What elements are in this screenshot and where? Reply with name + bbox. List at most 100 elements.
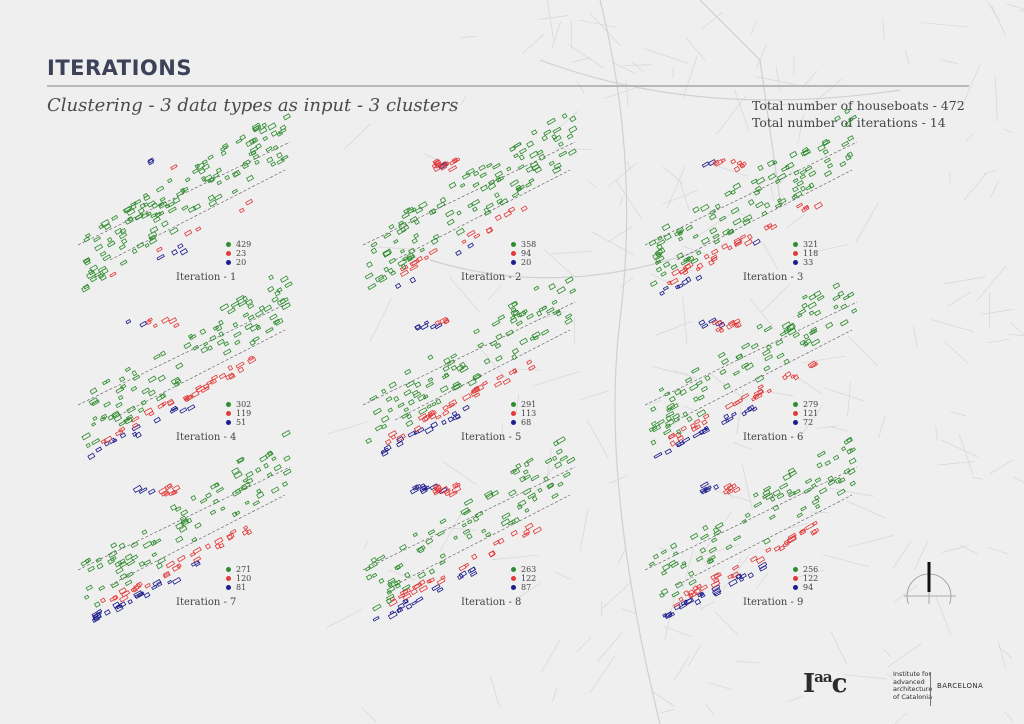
houseboat-marker bbox=[93, 601, 101, 608]
map-street bbox=[994, 75, 998, 122]
map-street bbox=[944, 276, 986, 285]
map-street bbox=[1013, 476, 1024, 483]
houseboat-marker bbox=[657, 418, 665, 426]
houseboat-marker bbox=[849, 480, 856, 487]
houseboat-marker bbox=[130, 541, 139, 549]
houseboat-marker bbox=[531, 164, 541, 172]
houseboat-marker bbox=[682, 411, 689, 418]
houseboat-marker bbox=[668, 395, 676, 403]
houseboat-marker bbox=[218, 319, 224, 326]
blue-cluster-dot-icon bbox=[226, 585, 231, 590]
houseboat-marker bbox=[192, 344, 200, 351]
houseboat-marker bbox=[508, 489, 517, 497]
houseboat-marker bbox=[782, 374, 788, 381]
cluster-legend: 358 94 20 bbox=[511, 240, 536, 267]
houseboat-marker bbox=[100, 438, 107, 445]
map-street bbox=[460, 96, 467, 106]
houseboat-marker bbox=[409, 276, 417, 284]
houseboat-marker bbox=[270, 486, 280, 494]
houseboat-marker bbox=[114, 429, 124, 437]
houseboat-marker bbox=[366, 261, 373, 268]
houseboat-marker bbox=[157, 201, 165, 208]
houseboat-marker bbox=[800, 149, 810, 157]
houseboat-marker bbox=[91, 399, 100, 407]
houseboat-marker bbox=[88, 397, 99, 406]
houseboat-marker bbox=[118, 601, 127, 609]
map-street bbox=[990, 180, 1000, 198]
map-street bbox=[810, 78, 843, 106]
houseboat-marker bbox=[827, 479, 836, 486]
houseboat-marker bbox=[487, 182, 497, 191]
houseboat-marker bbox=[427, 529, 436, 536]
houseboat-marker bbox=[282, 113, 291, 121]
houseboat-marker bbox=[797, 308, 807, 316]
houseboat-marker bbox=[793, 488, 801, 496]
houseboat-marker bbox=[678, 596, 684, 602]
houseboat-marker bbox=[169, 226, 179, 236]
cluster-legend: 429 23 20 bbox=[226, 240, 251, 267]
houseboat-marker bbox=[109, 595, 119, 603]
houseboat-marker bbox=[480, 184, 489, 192]
houseboat-marker bbox=[442, 409, 450, 417]
houseboat-marker bbox=[659, 592, 665, 599]
houseboat-marker bbox=[161, 401, 167, 407]
houseboat-marker bbox=[524, 522, 534, 531]
map-street bbox=[935, 596, 952, 635]
map-street bbox=[847, 535, 895, 548]
houseboat-marker bbox=[167, 201, 175, 208]
houseboat-marker bbox=[212, 498, 219, 505]
houseboat-marker bbox=[107, 557, 116, 565]
houseboat-marker bbox=[799, 169, 807, 175]
houseboat-marker bbox=[169, 504, 178, 511]
map-street bbox=[943, 340, 969, 365]
map-street bbox=[882, 17, 885, 40]
houseboat-marker bbox=[650, 439, 657, 446]
houseboat-marker bbox=[726, 228, 735, 236]
houseboat-marker bbox=[119, 259, 128, 266]
houseboat-marker bbox=[103, 609, 111, 616]
houseboat-marker bbox=[417, 546, 425, 554]
houseboat-marker bbox=[530, 474, 540, 482]
canal-guide-line bbox=[644, 466, 858, 571]
map-street bbox=[785, 522, 809, 530]
houseboat-marker bbox=[684, 377, 693, 384]
houseboat-marker bbox=[83, 236, 91, 243]
houseboat-marker bbox=[430, 237, 439, 245]
houseboat-marker bbox=[214, 537, 224, 545]
houseboat-marker bbox=[467, 242, 475, 249]
houseboat-marker bbox=[255, 324, 262, 331]
map-street bbox=[997, 641, 1007, 671]
map-street bbox=[566, 43, 605, 69]
map-street bbox=[659, 547, 685, 554]
houseboat-marker bbox=[110, 581, 120, 589]
houseboat-marker bbox=[693, 418, 701, 425]
houseboat-marker bbox=[822, 149, 829, 155]
houseboat-marker bbox=[488, 550, 496, 558]
map-street bbox=[827, 425, 848, 432]
houseboat-marker bbox=[849, 447, 856, 453]
houseboat-marker bbox=[503, 210, 512, 218]
map-street bbox=[941, 545, 969, 553]
houseboat-marker bbox=[229, 528, 237, 535]
houseboat-marker bbox=[148, 237, 158, 245]
map-street bbox=[987, 547, 1009, 555]
houseboat-marker bbox=[174, 506, 182, 512]
houseboat-marker bbox=[726, 484, 735, 492]
map-street bbox=[647, 400, 662, 406]
map-street bbox=[983, 169, 996, 175]
houseboat-marker bbox=[139, 320, 148, 328]
houseboat-marker bbox=[453, 535, 459, 541]
houseboat-marker bbox=[690, 257, 699, 265]
houseboat-marker bbox=[471, 553, 478, 561]
houseboat-marker bbox=[445, 209, 455, 218]
page-title: ITERATIONS bbox=[47, 56, 192, 80]
houseboat-marker bbox=[733, 486, 741, 494]
map-street bbox=[650, 273, 673, 286]
houseboat-marker bbox=[381, 388, 387, 394]
houseboat-marker bbox=[663, 428, 672, 436]
houseboat-marker bbox=[821, 138, 829, 146]
map-street bbox=[603, 86, 639, 99]
cluster-legend: 279 121 72 bbox=[793, 400, 818, 427]
houseboat-marker bbox=[699, 584, 708, 592]
houseboat-marker bbox=[212, 325, 220, 331]
